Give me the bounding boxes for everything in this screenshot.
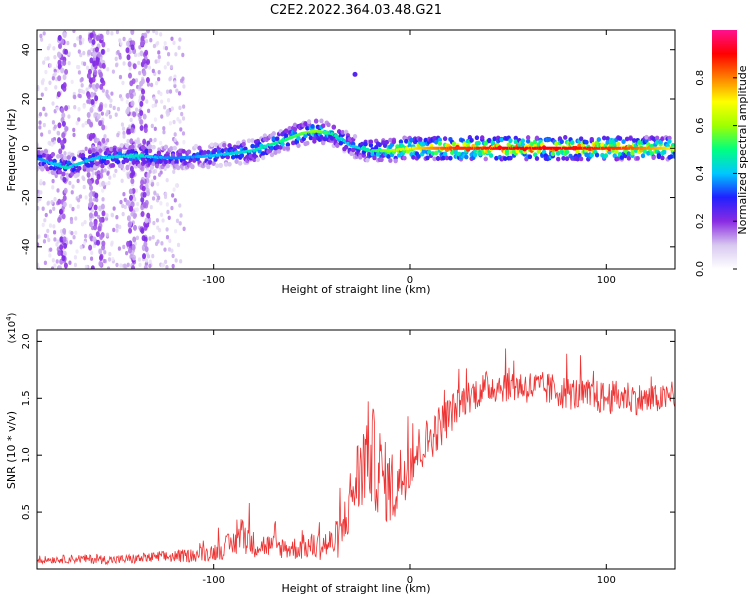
y-tick-label: 2.0 (21, 333, 32, 349)
spectrogram-y-ticks: -40 -20 0 20 40 (21, 43, 675, 255)
colorbar-gradient (712, 30, 737, 269)
x-tick-label: 100 (597, 275, 616, 286)
snr-x-ticks: -100 0 100 (202, 330, 616, 586)
spectrogram-heatmap (37, 30, 675, 269)
spectrogram-x-label: Height of straight line (km) (281, 283, 430, 296)
snr-panel: -100 0 100 0.5 1.0 1.5 2.0 Height of straight… (5, 312, 676, 595)
y-tick-label: -20 (21, 189, 32, 205)
x-tick-label: 0 (407, 575, 413, 586)
snr-x-label: Height of straight line (km) (281, 582, 430, 595)
snr-y-label: SNR (10 * v/v) (5, 411, 18, 489)
y-tick-label: 1.0 (21, 447, 32, 463)
colorbar-tick-label: 0.0 (695, 261, 706, 277)
colorbar-ticks: 0.0 0.2 0.4 0.6 0.8 (695, 70, 737, 277)
y-tick-label: -40 (21, 239, 32, 255)
y-tick-label: 1.5 (21, 390, 32, 406)
svg-text:(x104): (x104) (5, 312, 18, 343)
snr-series-line (36, 348, 675, 566)
figure-title: C2E2.2022.364.03.48.G21 (270, 3, 442, 18)
colorbar-tick-label: 0.8 (695, 70, 706, 86)
colorbar: 0.0 0.2 0.4 0.6 0.8 Normalized spectral ampl… (695, 30, 749, 277)
y-tick-label: 20 (21, 93, 32, 106)
colorbar-tick-label: 0.4 (695, 165, 706, 181)
spectrogram-y-label: Frequency (Hz) (5, 109, 18, 192)
snr-y-ticks: 0.5 1.0 1.5 2.0 (21, 333, 675, 520)
y-tick-label: 0.5 (21, 504, 32, 520)
snr-frame (36, 329, 676, 570)
colorbar-tick-label: 0.6 (695, 118, 706, 134)
y-tick-label: 40 (21, 43, 32, 56)
y-tick-label: 0 (21, 145, 32, 151)
x-tick-label: 100 (597, 575, 616, 586)
colorbar-tick-label: 0.2 (695, 213, 706, 229)
x-tick-label: -100 (202, 575, 225, 586)
isolated-feature-mark (352, 71, 358, 77)
x-tick-label: -100 (202, 275, 225, 286)
x-tick-label: 0 (407, 275, 413, 286)
spectrogram-panel: -100 0 100 -40 -20 0 20 40 Height of straight … (5, 29, 676, 296)
spectrogram-frame (36, 29, 676, 270)
snr-y-multiplier: (x104) (5, 312, 18, 343)
colorbar-label: Normalized spectral amplitude (736, 65, 749, 234)
spectrogram-x-ticks: -100 0 100 (202, 30, 616, 286)
